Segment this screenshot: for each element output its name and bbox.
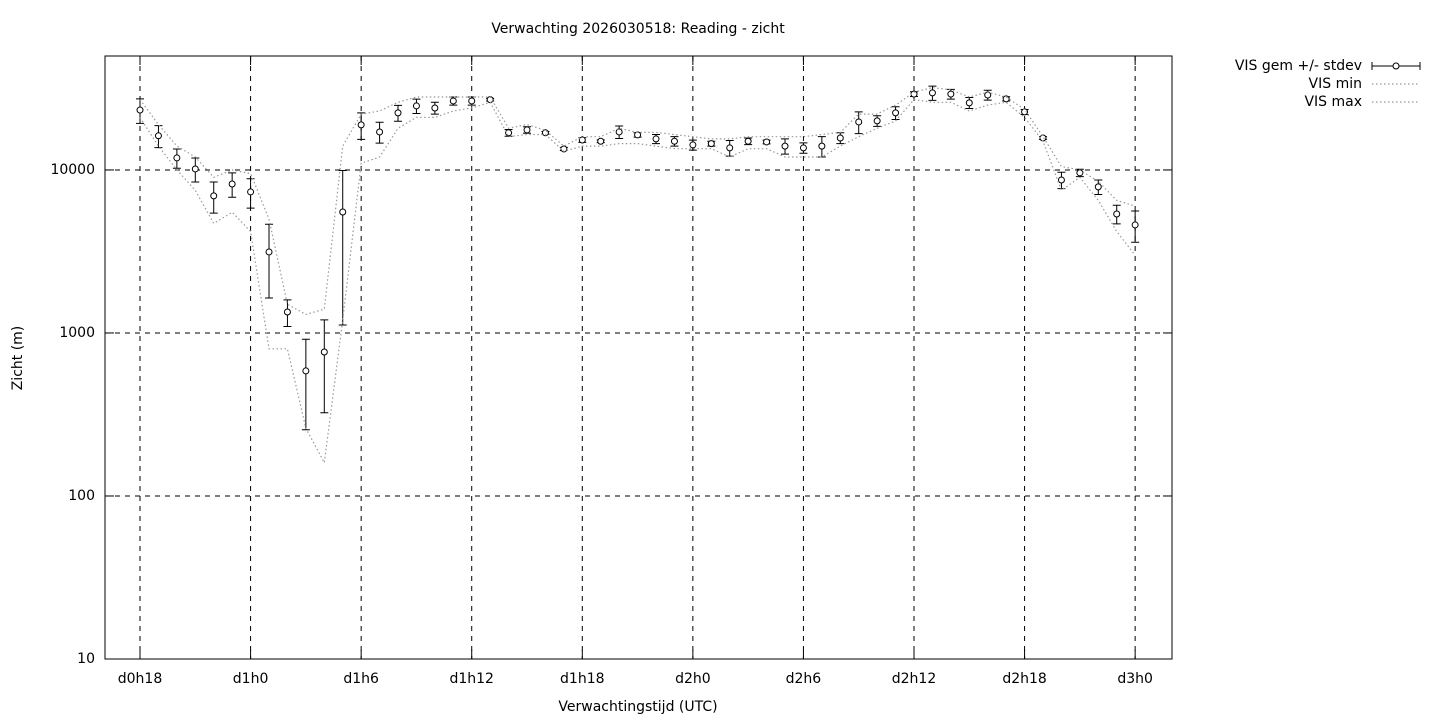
x-tick-label: d2h6 xyxy=(786,671,822,687)
data-point xyxy=(210,192,218,200)
data-point xyxy=(1039,134,1047,142)
x-tick-label: d2h18 xyxy=(1002,671,1046,687)
data-point xyxy=(505,129,513,137)
data-point xyxy=(597,137,605,145)
data-point xyxy=(836,134,844,142)
data-point xyxy=(136,106,144,114)
x-tick-label: d0h18 xyxy=(118,671,162,687)
legend-swatch xyxy=(1392,62,1400,70)
data-point xyxy=(339,208,347,216)
data-point xyxy=(431,104,439,112)
data-point xyxy=(799,144,807,152)
error-bar xyxy=(301,338,310,431)
data-point xyxy=(228,180,236,188)
x-tick-label: d2h12 xyxy=(892,671,936,687)
data-point xyxy=(283,308,291,316)
y-tick-label: 10000 xyxy=(50,162,95,178)
y-tick-label: 10 xyxy=(77,651,95,667)
data-point xyxy=(744,137,752,145)
data-point xyxy=(984,91,992,99)
legend-label: VIS gem +/- stdev xyxy=(1235,58,1362,74)
x-tick-label: d1h0 xyxy=(233,671,269,687)
x-tick-label: d2h0 xyxy=(675,671,711,687)
data-point xyxy=(652,135,660,143)
data-point xyxy=(265,248,273,256)
data-point xyxy=(1094,183,1102,191)
data-point xyxy=(578,136,586,144)
data-point xyxy=(1002,95,1010,103)
data-point xyxy=(928,89,936,97)
data-point xyxy=(247,188,255,196)
data-point xyxy=(1057,176,1065,184)
error-bar xyxy=(265,223,274,299)
data-point xyxy=(376,128,384,136)
legend-label: VIS min xyxy=(1309,76,1362,92)
y-tick-label: 1000 xyxy=(59,325,95,341)
x-tick-label: d1h18 xyxy=(560,671,604,687)
data-point xyxy=(412,102,420,110)
legend-label: VIS max xyxy=(1304,94,1362,110)
data-point xyxy=(726,144,734,152)
plot-frame xyxy=(104,55,1173,660)
data-point xyxy=(965,99,973,107)
data-point xyxy=(873,117,881,125)
data-point xyxy=(1076,169,1084,177)
data-point xyxy=(357,121,365,129)
data-point xyxy=(781,142,789,150)
min-max-line xyxy=(139,86,1136,316)
data-point xyxy=(154,132,162,140)
data-point xyxy=(892,109,900,117)
x-tick-label: d1h6 xyxy=(343,671,379,687)
data-point xyxy=(320,348,328,356)
error-bar xyxy=(338,170,347,326)
x-tick-label: d1h12 xyxy=(449,671,493,687)
chart-title: Verwachting 2026030518: Reading - zicht xyxy=(491,21,785,37)
data-point xyxy=(1021,108,1029,116)
data-point xyxy=(191,165,199,173)
x-tick-label: d3h0 xyxy=(1117,671,1153,687)
x-axis-label: Verwachtingstijd (UTC) xyxy=(558,699,717,715)
data-point xyxy=(707,140,715,148)
data-point xyxy=(689,141,697,149)
data-point xyxy=(947,90,955,98)
y-tick-label: 100 xyxy=(68,488,95,504)
data-point xyxy=(449,97,457,105)
data-point xyxy=(302,367,310,375)
data-point xyxy=(394,109,402,117)
data-point xyxy=(1113,210,1121,218)
min-max-line xyxy=(139,98,1136,465)
data-point xyxy=(855,118,863,126)
data-point xyxy=(173,154,181,162)
data-point xyxy=(1131,221,1139,229)
data-point xyxy=(670,137,678,145)
error-bar xyxy=(320,319,329,414)
data-point xyxy=(615,128,623,136)
y-axis-label: Zicht (m) xyxy=(10,326,26,391)
data-point xyxy=(818,142,826,150)
data-point xyxy=(468,97,476,105)
data-point xyxy=(763,138,771,146)
data-point xyxy=(523,126,531,134)
